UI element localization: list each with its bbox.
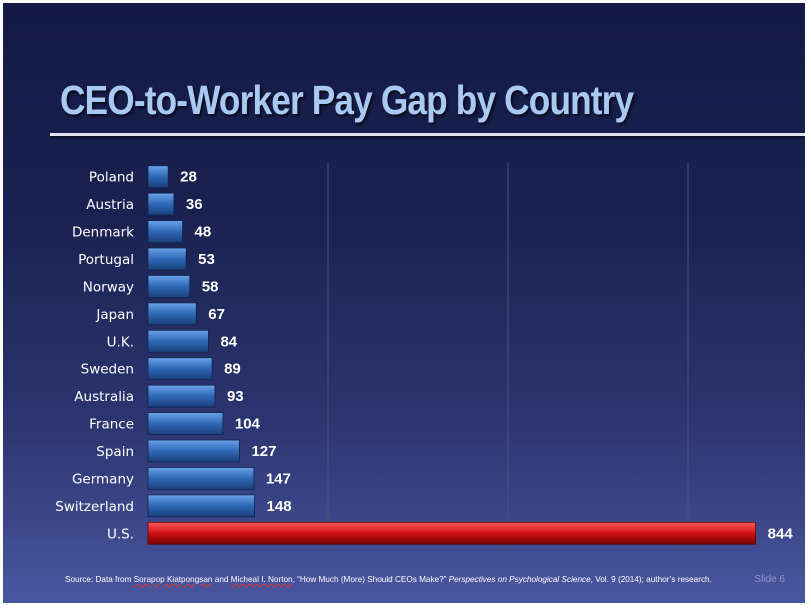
bar-poland [147,165,169,189]
bar-spain [147,439,240,463]
slide-title: CEO-to-Worker Pay Gap by Country [60,77,634,123]
bar-norway [147,275,191,298]
value-label-germany: 147 [266,470,291,487]
value-label-poland: 28 [180,169,197,186]
category-label-denmark: Denmark [72,225,134,241]
chart-labels: Poland 28 Austria 36 Denmark 48 Portugal 53 Norw… [55,169,793,543]
value-label-spain: 127 [251,443,276,460]
value-label-norway: 58 [202,278,219,295]
value-label-u-s: 844 [768,525,794,542]
value-label-portugal: 53 [198,251,215,268]
category-label-france: France [89,417,134,433]
bar-chart: Poland 28 Austria 36 Denmark 48 Portugal 53 Norw… [55,163,793,547]
category-label-norway: Norway [83,279,134,295]
source-author-2: Micheal I. Norton [230,575,293,584]
slide: CEO-to-Worker Pay Gap by Country Poland 2… [3,3,805,603]
bar-u-k [147,329,209,353]
category-label-germany: Germany [72,471,134,487]
bar-switzerland [147,494,255,518]
source-prefix: Source: Data from [65,575,134,584]
value-label-france: 104 [235,416,261,433]
slide-number: Slide 6 [754,574,785,585]
category-label-u-k: U.K. [107,334,134,350]
bar-japan [147,302,197,326]
chart-bars [147,165,757,545]
category-label-sweden: Sweden [81,362,134,378]
category-label-switzerland: Switzerland [55,499,134,515]
source-article: , “How Much (More) Should CEOs Make?” [292,575,449,584]
source-journal: Perspectives on Psychological Science [448,575,591,584]
category-label-u-s: U.S. [107,526,134,542]
value-label-sweden: 89 [224,361,241,378]
value-label-japan: 67 [208,306,225,323]
value-label-australia: 93 [227,388,244,405]
source-citation: Source: Data from Sorapop Kiatpongsan an… [65,575,712,584]
bar-austria [147,192,175,216]
bar-sweden [147,357,213,381]
bar-portugal [147,247,187,271]
bar-france [147,412,224,435]
category-label-poland: Poland [89,170,134,186]
category-label-spain: Spain [96,444,134,460]
title-divider [50,133,805,136]
bar-australia [147,384,216,408]
bar-u-s [147,521,757,545]
value-label-u-k: 84 [220,333,237,350]
source-author-1: Sorapop Kiatpongsan [133,575,213,584]
source-suffix: , Vol. 9 (2014); author’s research. [590,575,712,584]
category-label-portugal: Portugal [78,252,134,268]
value-label-denmark: 48 [195,224,212,241]
value-label-switzerland: 148 [267,498,292,515]
source-and: and [212,575,231,584]
category-label-australia: Australia [74,389,134,405]
category-label-japan: Japan [95,307,134,323]
chart-gridlines [327,163,689,547]
bar-denmark [147,220,183,243]
value-label-austria: 36 [186,196,203,213]
category-label-austria: Austria [86,197,134,213]
bar-germany [147,467,255,490]
